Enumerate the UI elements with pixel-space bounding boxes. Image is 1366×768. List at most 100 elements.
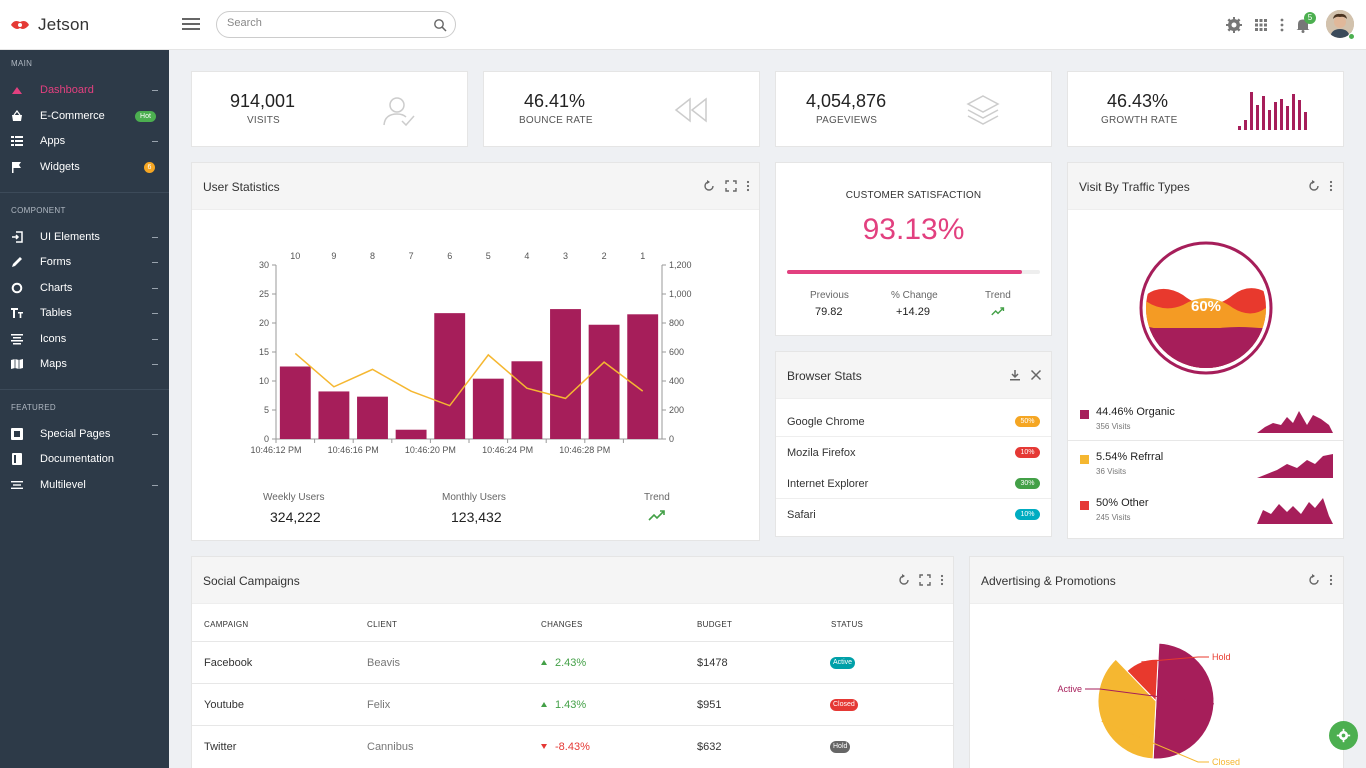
bar-top-label: 5	[486, 251, 491, 261]
browser-row: Google Chrome 50%	[776, 406, 1051, 437]
y-tick-label: 30	[259, 260, 269, 270]
sidebar-item-widgets[interactable]: Widgets 6	[0, 155, 169, 179]
y-tick-label: 20	[259, 318, 269, 328]
more-vertical-icon[interactable]	[936, 574, 948, 586]
settings-fab-button[interactable]	[1329, 721, 1358, 750]
more-vertical-icon[interactable]	[1325, 574, 1337, 586]
pie-label: Hold	[1212, 652, 1231, 662]
y2-tick-label: 200	[669, 405, 684, 415]
refresh-icon[interactable]	[703, 180, 715, 192]
x-tick-label: 10:46:28 PM	[559, 445, 610, 455]
search-icon[interactable]	[433, 18, 447, 32]
browser-percent-badge: 30%	[1015, 478, 1040, 489]
table-row[interactable]: Twitter Cannibus -8.43% $632 Hold	[192, 725, 953, 767]
other-sparkline	[1257, 498, 1333, 524]
top-bar: Jetson 5	[0, 0, 1366, 50]
card-header: Visit By Traffic Types	[1068, 163, 1343, 210]
download-icon[interactable]	[1009, 369, 1021, 381]
bar-top-label: 10	[290, 251, 300, 261]
sidebar-item-multilevel[interactable]: Multilevel	[0, 473, 169, 497]
sidebar-item-label: Widgets	[40, 161, 80, 173]
gear-icon[interactable]	[1225, 16, 1243, 34]
legend-sub: 245 Visits	[1096, 513, 1131, 522]
more-vertical-icon[interactable]	[1273, 16, 1291, 34]
bar	[395, 429, 427, 439]
pie-label-line	[1101, 720, 1209, 763]
card-title: Visit By Traffic Types	[1079, 180, 1190, 194]
sidebar-item-ui-elements[interactable]: UI Elements	[0, 225, 169, 249]
chart-ring-icon	[11, 282, 23, 294]
chevron-icon	[152, 363, 158, 365]
weekly-users-label: Weekly Users	[263, 492, 325, 503]
y2-tick-label: 1,000	[669, 289, 692, 299]
fullscreen-icon[interactable]	[725, 180, 737, 192]
refresh-icon[interactable]	[1308, 574, 1320, 586]
trend-label: Trend	[985, 290, 1011, 301]
close-icon[interactable]	[1030, 369, 1042, 381]
sidebar-item-forms[interactable]: Forms	[0, 250, 169, 274]
refresh-icon[interactable]	[898, 574, 910, 586]
sidebar-item-tables[interactable]: Tables	[0, 301, 169, 325]
sidebar-item-dashboard[interactable]: Dashboard	[0, 78, 169, 102]
sidebar-section-main: MAIN	[11, 59, 33, 68]
x-tick-label: 10:46:12 PM	[250, 445, 301, 455]
sidebar-item-label: Dashboard	[40, 84, 94, 96]
traffic-legend-row: 5.54% Refrral 36 Visits	[1068, 445, 1343, 489]
brand-logo-icon	[11, 21, 29, 29]
sidebar-item-maps[interactable]: Maps	[0, 352, 169, 376]
organic-sparkline	[1257, 411, 1333, 433]
layers-icon	[966, 95, 1000, 125]
status-badge: Active	[830, 657, 856, 669]
refresh-icon[interactable]	[1308, 180, 1320, 192]
sidebar-item-icons[interactable]: Icons	[0, 327, 169, 351]
legend-title: 5.54% Refrral	[1096, 451, 1164, 463]
y-tick-label: 0	[264, 434, 269, 444]
bar	[318, 391, 350, 439]
sidebar-item-special-pages[interactable]: Special Pages	[0, 422, 169, 446]
apps-grid-icon[interactable]	[1252, 16, 1270, 34]
table-row[interactable]: Facebook Beavis 2.43% $1478 Active	[192, 641, 953, 683]
widgets-count-badge: 6	[144, 161, 155, 173]
menu-toggle-button[interactable]	[182, 15, 200, 35]
more-vertical-icon[interactable]	[742, 180, 754, 192]
browser-name: Internet Explorer	[787, 478, 869, 490]
layers-icon	[11, 481, 23, 489]
gear-icon	[1336, 728, 1351, 743]
traffic-types-card: Visit By Traffic Types 60% 44.46% Organi…	[1067, 162, 1344, 539]
campaign-cell: Facebook	[204, 657, 253, 669]
sidebar-item-documentation[interactable]: Documentation	[0, 447, 169, 471]
x-tick-label: 10:46:20 PM	[405, 445, 456, 455]
card-title: Social Campaigns	[203, 574, 300, 588]
sidebar-item-apps[interactable]: Apps	[0, 129, 169, 153]
sidebar-item-charts[interactable]: Charts	[0, 276, 169, 300]
client-cell: Beavis	[367, 657, 401, 669]
pie-label-line	[1085, 688, 1214, 705]
search-input[interactable]	[227, 17, 427, 29]
browser-name: Safari	[787, 509, 816, 521]
fullscreen-icon[interactable]	[919, 574, 931, 586]
chevron-icon	[152, 140, 158, 142]
sidebar-divider	[0, 192, 169, 193]
pie-label-line	[1141, 656, 1209, 663]
sidebar-item-label: Forms	[40, 256, 72, 268]
brand[interactable]: Jetson	[0, 0, 169, 50]
legend-title: 50% Other	[1096, 497, 1149, 509]
table-row[interactable]: Youtube Felix 1.43% $951 Closed	[192, 683, 953, 725]
card-header: User Statistics	[192, 163, 759, 210]
bar	[588, 324, 620, 439]
bar-top-label: 2	[602, 251, 607, 261]
sidebar-item-ecommerce[interactable]: E-Commerce Hot	[0, 104, 169, 128]
more-vertical-icon[interactable]	[1325, 180, 1337, 192]
chevron-icon	[152, 338, 158, 340]
trending-up-icon	[648, 510, 665, 521]
pencil-icon	[12, 257, 22, 267]
chevron-icon	[152, 236, 158, 238]
chevron-icon	[152, 433, 158, 435]
advertising-card: Advertising & Promotions Active Closed Hol…	[969, 556, 1344, 768]
previous-label: Previous	[810, 290, 849, 301]
chevron-icon	[152, 312, 158, 314]
previous-value: 79.82	[815, 306, 843, 318]
bar-top-label: 4	[524, 251, 529, 261]
client-cell: Cannibus	[367, 741, 414, 753]
bar-top-label: 6	[447, 251, 452, 261]
